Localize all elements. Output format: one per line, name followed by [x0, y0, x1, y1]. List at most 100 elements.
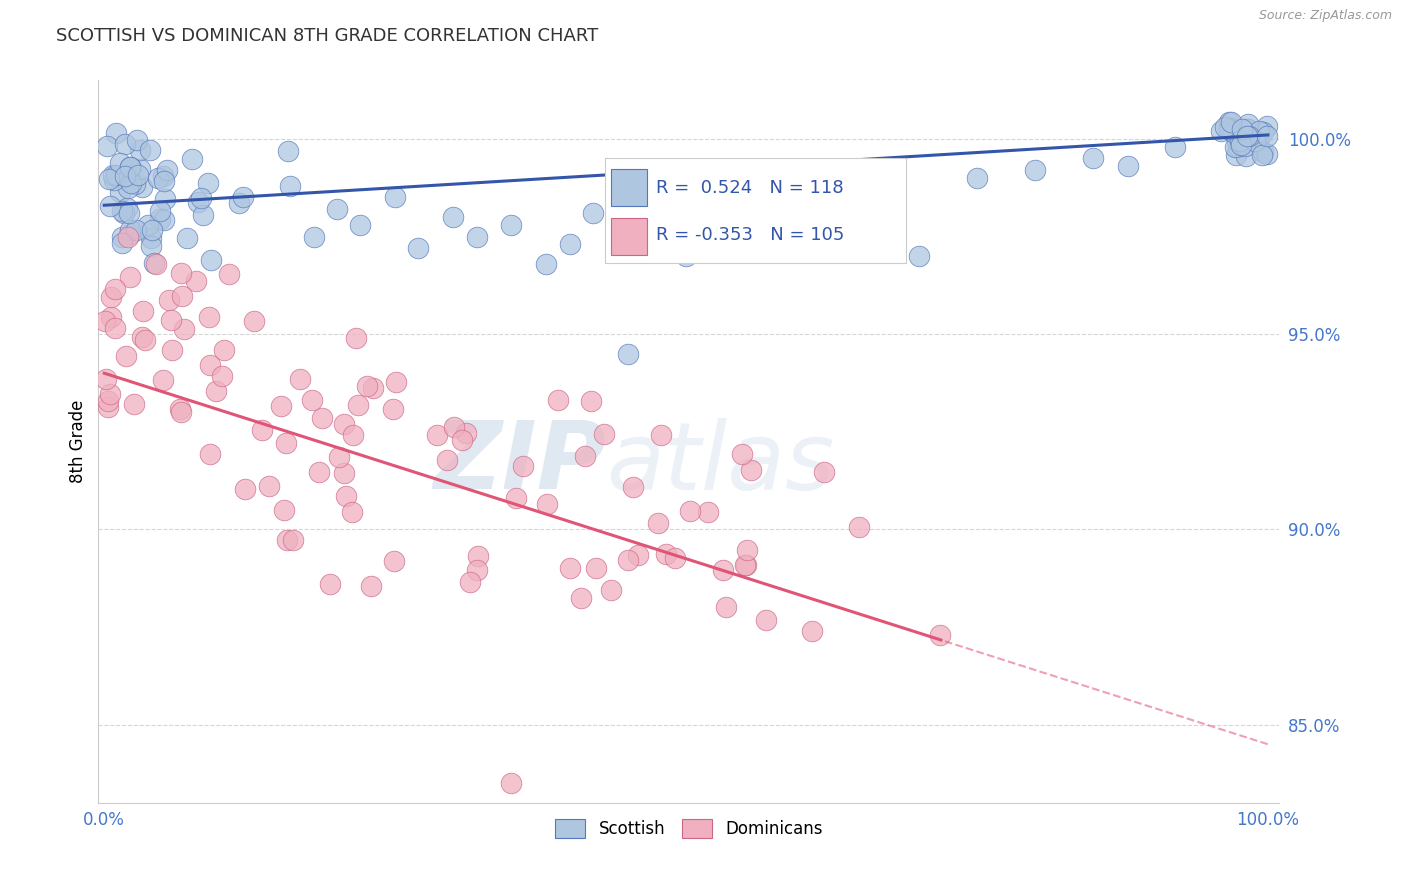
- Point: [1236, 128, 1258, 143]
- Point: [98, 387, 121, 401]
- Point: [436, 453, 458, 467]
- Point: [136, 219, 159, 233]
- Point: [582, 206, 605, 220]
- Text: Source: ZipAtlas.com: Source: ZipAtlas.com: [1258, 9, 1392, 22]
- Point: [308, 465, 330, 479]
- Point: [198, 358, 221, 372]
- Point: [191, 209, 214, 223]
- Point: [408, 241, 430, 255]
- Point: [100, 290, 122, 304]
- Point: [105, 168, 128, 182]
- Point: [214, 343, 236, 357]
- Point: [277, 145, 299, 159]
- Point: [134, 333, 156, 347]
- Point: [120, 160, 142, 174]
- Point: [1244, 134, 1267, 148]
- Point: [270, 399, 292, 413]
- Point: [536, 497, 558, 511]
- Point: [141, 223, 163, 237]
- Point: [1256, 147, 1278, 161]
- Point: [1229, 134, 1251, 148]
- Point: [1234, 139, 1257, 153]
- Point: [120, 176, 142, 190]
- Point: [142, 256, 165, 270]
- Point: [1223, 140, 1246, 154]
- Point: [593, 426, 616, 441]
- Point: [574, 450, 596, 464]
- Point: [579, 393, 602, 408]
- Point: [1232, 122, 1254, 136]
- Point: [547, 392, 569, 407]
- Point: [96, 138, 118, 153]
- Point: [1226, 140, 1249, 154]
- Point: [754, 614, 776, 628]
- Point: [740, 463, 762, 477]
- Point: [360, 579, 382, 593]
- Point: [120, 161, 142, 176]
- Point: [349, 218, 371, 232]
- Point: [512, 458, 534, 473]
- Point: [288, 372, 311, 386]
- Point: [381, 402, 404, 417]
- Text: atlas: atlas: [606, 417, 835, 508]
- Point: [1024, 163, 1046, 178]
- Point: [125, 133, 148, 147]
- Point: [536, 257, 558, 271]
- Point: [250, 423, 273, 437]
- Point: [233, 483, 256, 497]
- Point: [696, 505, 718, 519]
- Legend: Scottish, Dominicans: Scottish, Dominicans: [548, 813, 830, 845]
- Point: [187, 194, 209, 209]
- Point: [1250, 148, 1272, 162]
- Point: [110, 156, 132, 170]
- Point: [650, 427, 672, 442]
- Point: [465, 229, 488, 244]
- Point: [160, 343, 183, 357]
- Point: [1256, 119, 1278, 133]
- Point: [128, 143, 150, 157]
- Point: [117, 230, 139, 244]
- Point: [173, 322, 195, 336]
- Point: [276, 436, 298, 450]
- Point: [190, 191, 212, 205]
- Point: [1239, 129, 1261, 144]
- Point: [120, 160, 142, 174]
- Point: [849, 241, 872, 255]
- Point: [153, 192, 176, 206]
- Point: [115, 349, 138, 363]
- Point: [197, 176, 219, 190]
- Point: [152, 373, 174, 387]
- Point: [131, 180, 153, 194]
- Point: [276, 533, 298, 547]
- Point: [1219, 120, 1241, 135]
- Point: [118, 205, 141, 219]
- Point: [114, 169, 136, 184]
- Point: [731, 447, 754, 461]
- Point: [800, 624, 823, 639]
- Point: [1222, 125, 1244, 139]
- Point: [1226, 134, 1249, 148]
- Point: [128, 162, 150, 177]
- Point: [441, 210, 464, 224]
- Point: [302, 229, 325, 244]
- Point: [146, 170, 169, 185]
- Point: [152, 169, 174, 184]
- Point: [1236, 117, 1258, 131]
- Point: [425, 428, 447, 442]
- Point: [1164, 139, 1187, 153]
- Point: [139, 239, 162, 253]
- Point: [569, 591, 592, 606]
- Point: [1253, 145, 1275, 159]
- Point: [149, 203, 172, 218]
- Point: [907, 249, 929, 263]
- Point: [1225, 147, 1247, 161]
- Point: [139, 231, 162, 245]
- Point: [1211, 124, 1233, 138]
- Point: [655, 548, 678, 562]
- Point: [735, 558, 758, 572]
- Point: [103, 172, 125, 186]
- Point: [145, 257, 167, 271]
- Point: [1219, 115, 1241, 129]
- Point: [599, 582, 621, 597]
- Point: [340, 504, 363, 518]
